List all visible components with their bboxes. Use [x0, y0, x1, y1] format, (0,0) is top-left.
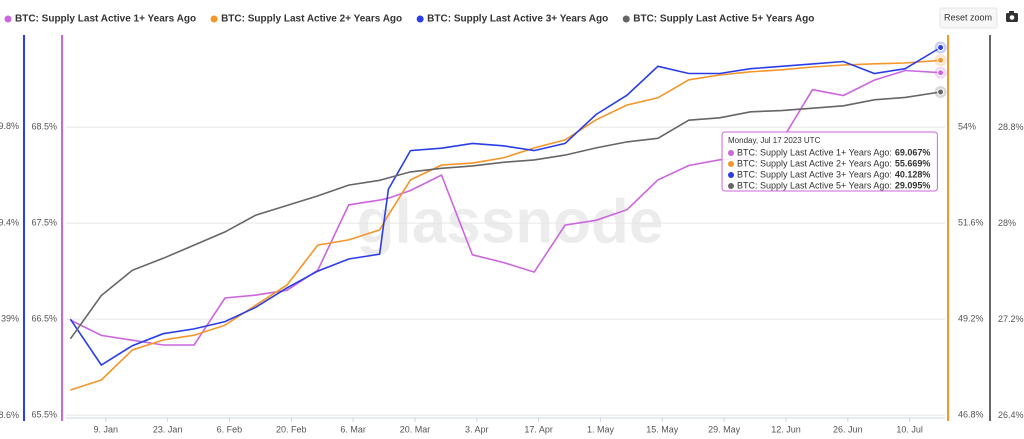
reset-zoom-bg[interactable]: [939, 7, 998, 29]
y-tick-label: 46.8%: [958, 410, 984, 420]
legend-item[interactable]: BTC: Supply Last Active 5+ Years Ago: [622, 14, 815, 25]
y-tick-label: 39.8%: [0, 121, 19, 131]
legend-label[interactable]: BTC: Supply Last Active 3+ Years Ago: [427, 14, 608, 25]
tooltip-marker: [728, 150, 734, 156]
x-tick-label: 1. May: [587, 424, 615, 434]
camera-lens[interactable]: [1009, 15, 1015, 20]
tooltip-label: BTC: Supply Last Active 1+ Years Ago:: [737, 147, 892, 157]
x-tick-label: 23. Jan: [153, 424, 183, 434]
legend-marker[interactable]: [210, 15, 218, 23]
legend-label[interactable]: BTC: Supply Last Active 2+ Years Ago: [221, 14, 402, 25]
x-tick-label: 29. May: [708, 424, 741, 434]
tooltip: Monday, Jul 17 2023 UTC BTC: Supply Last …: [721, 131, 938, 192]
hover-marker: [937, 69, 945, 77]
legend-item[interactable]: BTC: Supply Last Active 2+ Years Ago: [210, 14, 403, 25]
y-tick-label: 67.5%: [31, 218, 57, 228]
reset-zoom-label[interactable]: Reset zoom: [944, 12, 992, 22]
legend-marker[interactable]: [416, 15, 424, 23]
hover-marker: [937, 88, 945, 96]
y-tick-label: 54%: [958, 121, 976, 131]
legend-label[interactable]: BTC: Supply Last Active 1+ Years Ago: [15, 14, 196, 25]
x-tick-label: 20. Mar: [400, 424, 431, 434]
tooltip-marker: [728, 161, 734, 167]
x-tick-label: 9. Jan: [93, 424, 118, 434]
y-tick-label: 66.5%: [31, 314, 57, 324]
tooltip-value: 55.669%: [895, 158, 931, 168]
x-tick-label: 17. Apr: [524, 424, 553, 434]
y-tick-label: 39.4%: [0, 217, 19, 227]
hover-marker: [937, 44, 945, 52]
y-tick-label: 49.2%: [958, 314, 984, 324]
legend-item[interactable]: BTC: Supply Last Active 3+ Years Ago: [416, 14, 609, 25]
tooltip-label: BTC: Supply Last Active 5+ Years Ago:: [737, 180, 892, 190]
y-tick-label: 68.5%: [31, 122, 57, 132]
x-tick-label: 10. Jul: [896, 424, 923, 434]
tooltip-value: 29.095%: [895, 180, 931, 190]
y-tick-label: 28%: [998, 218, 1016, 228]
tooltip-label: BTC: Supply Last Active 3+ Years Ago:: [737, 169, 892, 179]
x-tick-label: 6. Feb: [217, 424, 243, 434]
tooltip-label: BTC: Supply Last Active 2+ Years Ago:: [737, 158, 892, 168]
legend-marker[interactable]: [622, 15, 630, 23]
x-tick-label: 6. Mar: [340, 424, 366, 434]
y-tick-label: 38.6%: [0, 410, 19, 420]
x-tick-label: 15. May: [646, 424, 679, 434]
series-line: [70, 59, 941, 391]
y-tick-label: 28.8%: [998, 122, 1024, 132]
y-tick-label: 27.2%: [998, 314, 1024, 324]
legend-label[interactable]: BTC: Supply Last Active 5+ Years Ago: [633, 14, 814, 25]
hover-marker: [937, 56, 945, 64]
watermark: glassnode: [357, 187, 664, 256]
legend-item[interactable]: BTC: Supply Last Active 1+ Years Ago: [4, 14, 197, 25]
series-line: [69, 46, 942, 367]
series-line: [69, 91, 941, 340]
x-tick-label: 26. Jun: [833, 424, 863, 434]
y-tick-label: 26.4%: [998, 410, 1024, 420]
x-tick-label: 3. Apr: [465, 424, 489, 434]
y-tick-label: 39%: [1, 314, 19, 324]
tooltip-marker: [728, 183, 734, 189]
x-tick-label: 12. Jun: [771, 424, 801, 434]
camera-top[interactable]: [1009, 11, 1014, 14]
tooltip-value: 40.128%: [895, 169, 931, 179]
reset-zoom-button[interactable]: Reset zoom: [939, 7, 998, 29]
tooltip-box: [721, 131, 938, 192]
x-tick-label: 20. Feb: [276, 424, 307, 434]
legend-marker[interactable]: [4, 15, 12, 23]
y-tick-label: 51.6%: [958, 217, 984, 227]
tooltip-marker: [728, 172, 734, 178]
tooltip-value: 69.067%: [895, 147, 931, 157]
camera-icon[interactable]: [1006, 11, 1018, 22]
y-tick-label: 65.5%: [31, 409, 57, 419]
tooltip-title: Monday, Jul 17 2023 UTC: [728, 136, 821, 145]
